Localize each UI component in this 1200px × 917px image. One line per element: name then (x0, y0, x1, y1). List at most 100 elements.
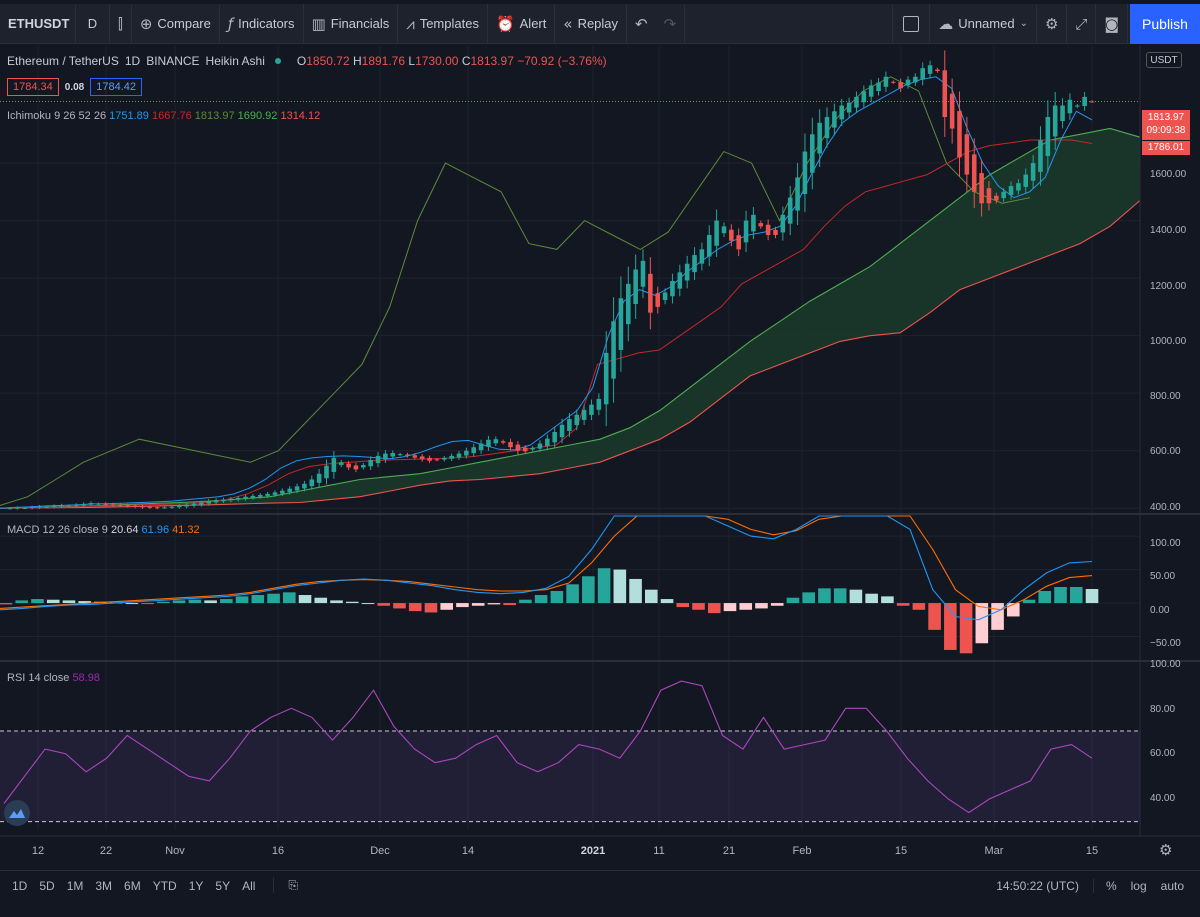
layout-toggle-button[interactable] (892, 3, 931, 44)
candle-body (765, 224, 771, 235)
tradingview-logo[interactable] (4, 800, 30, 826)
macd-histogram-bar (424, 603, 438, 613)
legend-symbol-title[interactable]: Ethereum / TetherUS (7, 54, 119, 68)
range-5y-button[interactable]: 5Y (215, 878, 231, 893)
chart-style-button[interactable]: ⫿ (110, 3, 132, 44)
bar-countdown: 09:09:38 (1146, 125, 1186, 136)
financials-button[interactable]: ▥ Financials (304, 3, 399, 44)
rsi-pane (0, 680, 1140, 823)
time-axis-settings-button[interactable]: ⚙ (1159, 841, 1172, 859)
range-3m-button[interactable]: 3M (95, 878, 113, 893)
settings-button[interactable]: ⚙ (1037, 3, 1068, 44)
candle-body (1001, 191, 1006, 199)
camera-icon: ◙ (1104, 14, 1119, 33)
time-axis-label: Feb (792, 845, 812, 857)
leading-span-a-line (0, 127, 1141, 509)
symbol-search-button[interactable]: ETHUSDT (0, 3, 76, 44)
last-price-value: 1813.97 (1147, 112, 1185, 123)
time-axis-label: 14 (461, 845, 475, 857)
indicators-button[interactable]: ƒ Indicators (220, 3, 304, 44)
alert-button[interactable]: ⏰ Alert (488, 3, 556, 44)
candle-body (802, 151, 808, 195)
range-6m-button[interactable]: 6M (124, 878, 141, 893)
bottom-toolbar: 1D 5D 1M 3M 6M YTD 1Y 5Y All ⎘ 14:50:22 … (0, 870, 1200, 900)
price-scale-label: 600.00 (1150, 446, 1181, 457)
ichimoku-lagging-value: 1813.97 (194, 110, 235, 122)
range-1y-button[interactable]: 1Y (188, 878, 204, 893)
time-axis-label: 12 (31, 845, 45, 857)
range-5d-button[interactable]: 5D (39, 878, 55, 893)
currency-label: USDT (1150, 54, 1178, 66)
candle-body (640, 260, 646, 287)
price-scale-label: 400.00 (1150, 502, 1181, 513)
legend-exchange: BINANCE (146, 54, 200, 68)
range-all-button[interactable]: All (242, 878, 256, 893)
log-scale-toggle[interactable]: log (1130, 878, 1147, 893)
calendar-icon: ⎘ (288, 878, 299, 892)
symbol-label: ETHUSDT (8, 16, 70, 31)
logo-mountain-icon (9, 809, 25, 818)
macd-histogram-bar (314, 597, 328, 604)
macd-legend[interactable]: MACD 12 26 close 9 20.64 61.96 41.32 (7, 524, 200, 536)
candle-body (419, 456, 425, 460)
interval-button[interactable]: D (76, 3, 110, 44)
candle-body (257, 495, 263, 497)
candle-body (552, 432, 557, 443)
macd-histogram-bar (959, 603, 973, 654)
candle-body (1089, 101, 1095, 103)
replay-button[interactable]: « Replay (555, 3, 628, 44)
candles-icon: ⫿ (118, 14, 123, 33)
percent-scale-toggle[interactable]: % (1092, 878, 1124, 893)
candle-body (478, 443, 484, 451)
plus-circle-icon: ⊕ (139, 14, 153, 33)
candle-body (596, 398, 602, 410)
spread-value: 0.08 (64, 81, 85, 93)
templates-button[interactable]: ⩘ Templates (398, 3, 488, 44)
publish-button[interactable]: Publish (1130, 3, 1200, 44)
candle-body (957, 111, 962, 158)
range-ytd-button[interactable]: YTD (152, 878, 177, 893)
base-line (0, 139, 1093, 509)
currency-badge[interactable]: USDT (1146, 52, 1182, 68)
change-value: −70.92 (−3.76%) (517, 54, 607, 68)
candle-body (994, 195, 999, 201)
sell-price-button[interactable]: 1784.34 (7, 78, 59, 96)
auto-scale-toggle[interactable]: auto (1160, 878, 1184, 893)
macd-histogram-bar (645, 589, 658, 604)
range-1d-button[interactable]: 1D (12, 878, 28, 893)
candle-body (154, 507, 160, 509)
go-to-date-button[interactable]: ⎘ (273, 878, 304, 893)
candle-body (110, 504, 116, 506)
candle-body (500, 441, 506, 443)
layout-name-label: Unnamed (958, 16, 1015, 31)
rsi-legend[interactable]: RSI 14 close 58.98 (7, 672, 100, 684)
fullscreen-button[interactable]: ⤢ (1067, 3, 1097, 44)
utc-clock[interactable]: 14:50:22 (UTC) (996, 878, 1079, 893)
candle-body (603, 352, 609, 405)
candle-body (905, 79, 911, 86)
candle-body (522, 447, 528, 452)
price-scale-label: 1600.00 (1150, 169, 1187, 180)
ichimoku-legend[interactable]: Ichimoku 9 26 52 26 1751.89 1667.76 1813… (7, 110, 320, 122)
snapshot-button[interactable]: ◙ (1096, 3, 1128, 44)
candle-body (537, 443, 543, 449)
redo-button[interactable]: ↷ (656, 3, 686, 44)
undo-button[interactable]: ↶ (627, 4, 656, 44)
range-1m-button[interactable]: 1M (66, 878, 84, 893)
macd-histogram-bar (157, 601, 170, 604)
candle-body (316, 473, 322, 483)
layout-name-dropdown[interactable]: ☁ Unnamed ⌄ (930, 3, 1037, 44)
macd-pane (0, 515, 1140, 654)
compare-button[interactable]: ⊕ Compare (132, 3, 220, 44)
macd-histogram-bar (1069, 586, 1083, 604)
candle-body (633, 269, 638, 304)
macd-histogram-bar (471, 603, 485, 606)
rsi-scale-label: 40.00 (1150, 793, 1176, 804)
macd-histogram-bar (1022, 599, 1036, 604)
candle-body (706, 234, 712, 257)
buy-price-button[interactable]: 1784.42 (90, 78, 142, 96)
price-scale-label: 1200.00 (1150, 281, 1187, 292)
candle-body (383, 453, 388, 460)
candle-body (412, 455, 418, 458)
